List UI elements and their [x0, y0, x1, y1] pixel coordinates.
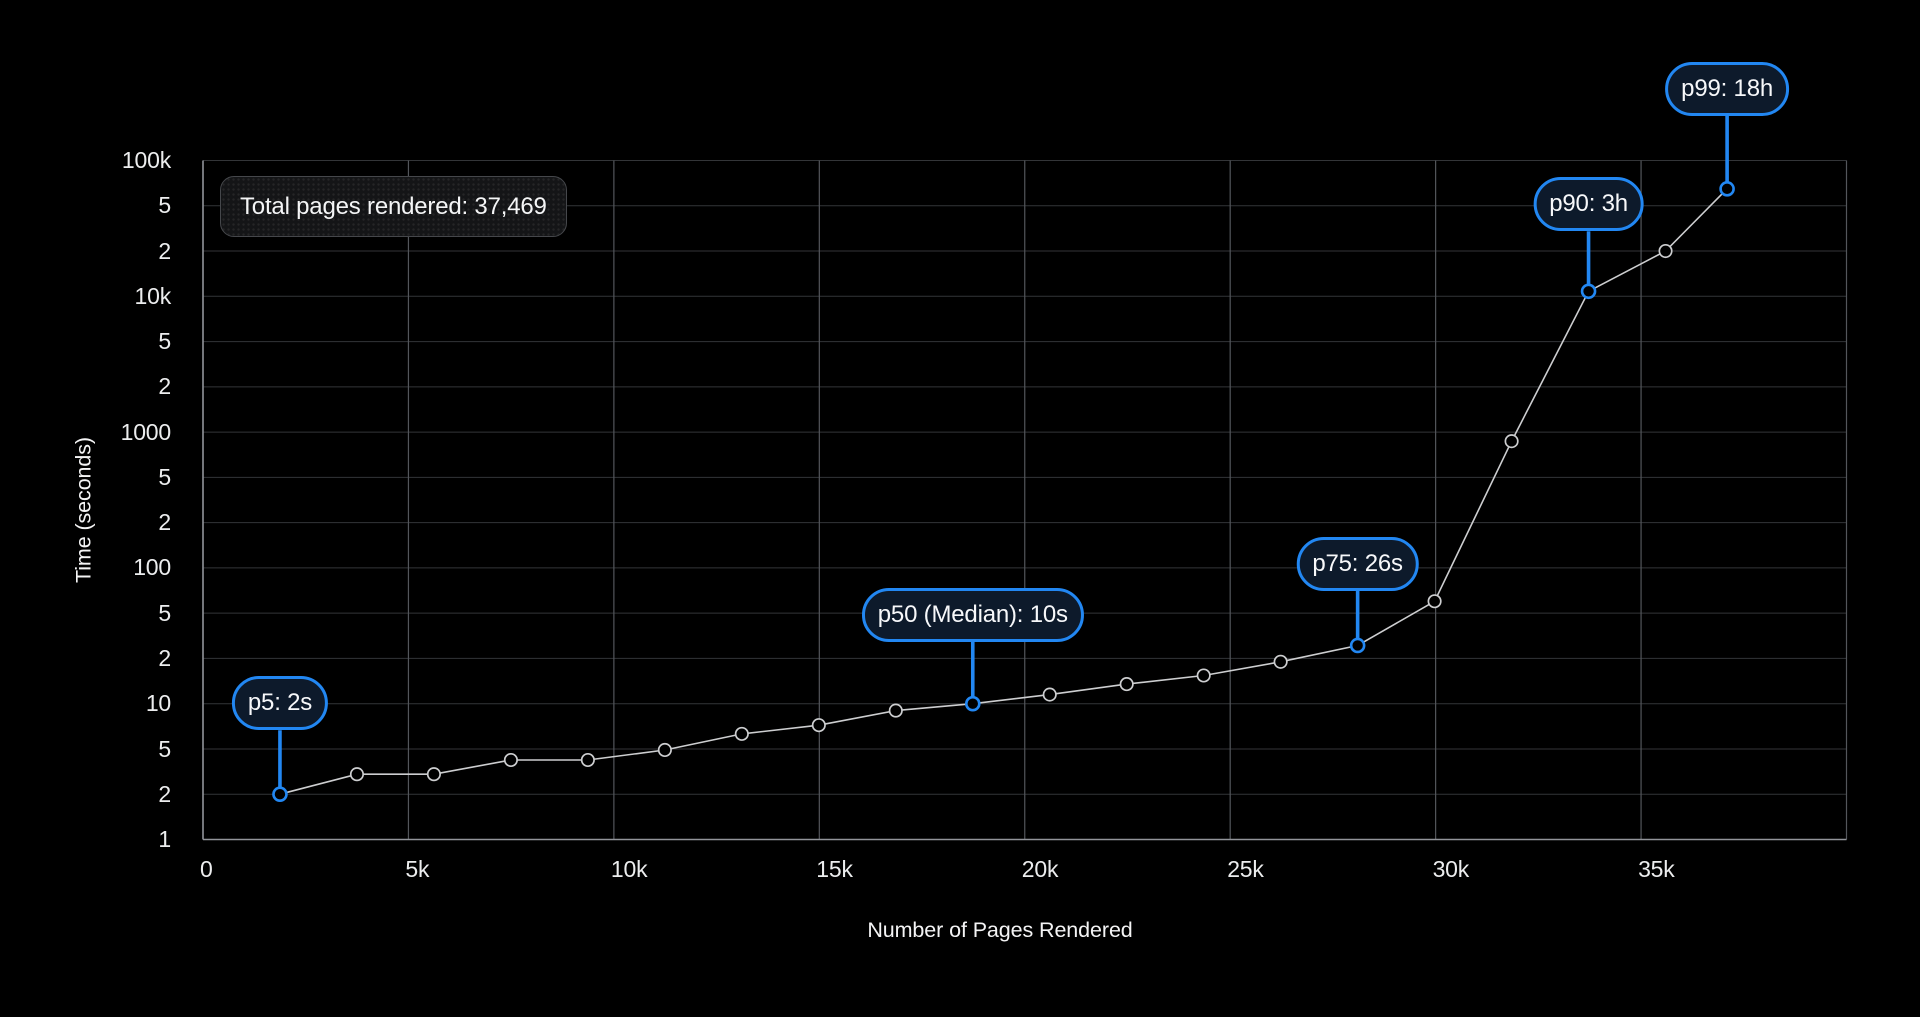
data-point-marker-highlighted — [964, 695, 981, 712]
y-tick-label: 1 — [158, 826, 171, 852]
y-tick-label: 2 — [158, 644, 171, 671]
total-pages-info-box: Total pages rendered: 37,469 — [220, 176, 567, 237]
x-tick-label: 10k — [610, 856, 648, 882]
data-point-marker — [1504, 434, 1519, 449]
data-point-marker — [657, 742, 672, 758]
data-point-marker — [1042, 687, 1057, 702]
y-tick-label: 5 — [158, 328, 171, 355]
series-line — [279, 188, 1728, 795]
annotation-bubble-p5: p5: 2s — [231, 676, 329, 731]
y-tick-label: 5 — [158, 599, 171, 626]
annotation-bubble-p75: p75: 26s — [1296, 536, 1419, 591]
y-tick-label: 2 — [158, 780, 171, 807]
x-tick-label: 35k — [1638, 856, 1675, 882]
data-point-marker — [349, 767, 365, 782]
x-tick-label: 20k — [1021, 856, 1059, 882]
data-point-marker — [734, 726, 749, 741]
data-point-marker — [811, 718, 826, 733]
y-tick-label: 100k — [121, 147, 171, 173]
annotation-bubble-p90: p90: 3h — [1533, 177, 1644, 232]
x-axis-title: Number of Pages Rendered — [867, 918, 1133, 942]
data-point-marker — [1427, 594, 1442, 609]
data-point-marker — [1273, 654, 1288, 669]
y-tick-label: 2 — [158, 373, 171, 400]
data-point-marker — [1658, 243, 1673, 259]
data-point-marker — [1119, 677, 1134, 692]
y-tick-label: 10k — [134, 282, 172, 309]
data-point-marker-highlighted — [1580, 283, 1597, 300]
data-point-marker-highlighted — [1349, 637, 1366, 654]
x-tick-label: 25k — [1227, 856, 1264, 882]
annotation-bubble-p50: p50 (Median): 10s — [861, 587, 1084, 642]
annotation-bubble-p99: p99: 18h — [1665, 61, 1790, 116]
data-point-marker-highlighted — [272, 786, 288, 803]
data-point-marker — [1196, 668, 1211, 683]
data-point-marker — [888, 703, 903, 718]
y-tick-label: 100 — [133, 554, 171, 581]
y-tick-label: 2 — [158, 509, 171, 536]
y-tick-label: 10 — [145, 690, 171, 717]
x-tick-label: 15k — [816, 856, 853, 882]
x-tick-label: 5k — [405, 856, 430, 882]
y-tick-label: 2 — [158, 237, 171, 264]
y-tick-label: 5 — [158, 463, 171, 490]
data-point-marker-highlighted — [1719, 181, 1735, 197]
x-tick-label: 0 — [200, 856, 213, 882]
y-tick-label: 1000 — [120, 418, 172, 445]
data-point-marker — [503, 752, 518, 768]
data-point-marker — [426, 767, 441, 782]
data-point-marker — [580, 752, 595, 768]
x-tick-label: 30k — [1432, 856, 1470, 882]
y-tick-label: 5 — [158, 735, 171, 762]
y-tick-label: 5 — [158, 192, 171, 219]
